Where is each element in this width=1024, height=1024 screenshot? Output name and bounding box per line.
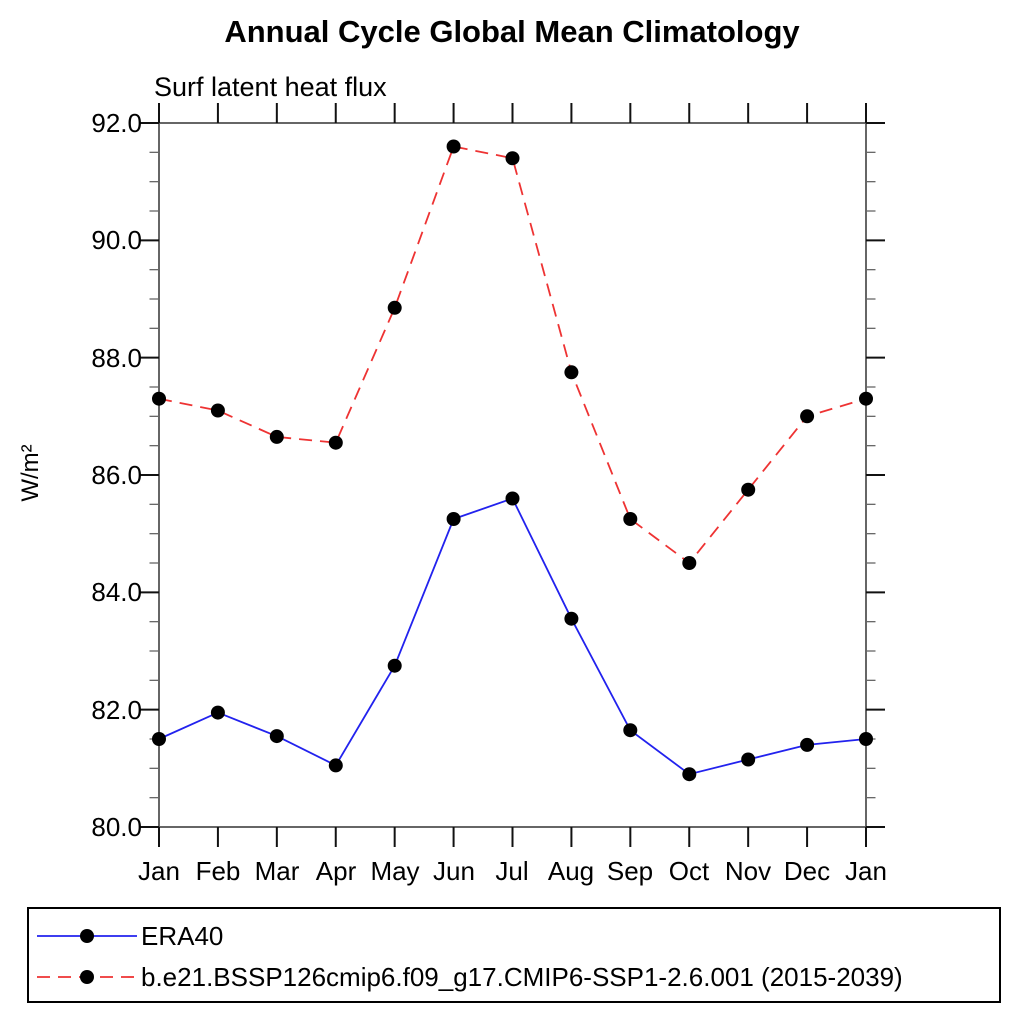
data-point-marker bbox=[859, 391, 873, 406]
data-point-marker bbox=[210, 705, 225, 720]
legend-box bbox=[27, 907, 1001, 1003]
data-point-marker bbox=[800, 409, 815, 424]
x-tick-label: Jul bbox=[495, 856, 528, 886]
data-point-marker bbox=[682, 767, 697, 782]
axis-ticks bbox=[140, 103, 885, 847]
x-tick-label: Dec bbox=[784, 856, 830, 886]
x-tick-label: May bbox=[370, 856, 419, 886]
data-point-marker bbox=[505, 491, 520, 506]
data-point-marker bbox=[800, 737, 815, 752]
y-axis-tick-labels: 92.0 90.0 88.0 86.0 84.0 82.0 80.0 bbox=[91, 108, 142, 842]
data-point-marker bbox=[623, 512, 638, 526]
data-point-marker bbox=[741, 482, 756, 497]
y-tick-label: 92.0 bbox=[91, 108, 142, 138]
x-tick-label: Sep bbox=[607, 856, 653, 886]
x-tick-label: Nov bbox=[725, 856, 771, 886]
y-tick-label: 90.0 bbox=[91, 225, 142, 255]
data-point-marker bbox=[741, 752, 756, 767]
chart-subtitle: Surf latent heat flux bbox=[154, 72, 387, 102]
data-point-marker bbox=[269, 429, 284, 444]
y-tick-label: 84.0 bbox=[91, 577, 142, 607]
legend-label-era40: ERA40 bbox=[141, 921, 223, 951]
legend-marker-dot bbox=[80, 970, 94, 984]
x-axis-tick-labels: Jan Feb Mar Apr May Jun Jul Aug Sep Oct … bbox=[138, 856, 887, 886]
data-point-marker bbox=[328, 758, 343, 773]
data-point-marker bbox=[210, 403, 225, 418]
x-tick-label: Feb bbox=[196, 856, 241, 886]
data-point-marker bbox=[446, 139, 461, 154]
plot-frame-rect bbox=[158, 122, 867, 828]
data-point-marker bbox=[564, 611, 579, 626]
data-point-marker bbox=[623, 723, 638, 738]
data-point-marker bbox=[152, 391, 166, 406]
legend-marker-dot bbox=[80, 929, 94, 943]
x-tick-label: Jan bbox=[138, 856, 180, 886]
legend: ERA40 b.e21.BSSP126cmip6.f09_g17.CMIP6-S… bbox=[27, 907, 1001, 1003]
legend-entry-ssp126: b.e21.BSSP126cmip6.f09_g17.CMIP6-SSP1-2.… bbox=[37, 962, 903, 992]
data-point-marker bbox=[446, 512, 461, 526]
data-point-marker bbox=[387, 658, 402, 673]
data-point-marker bbox=[859, 732, 873, 746]
data-point-marker bbox=[269, 729, 284, 744]
y-tick-label: 80.0 bbox=[91, 812, 142, 842]
series-line-era40 bbox=[158, 497, 867, 776]
x-tick-label: Apr bbox=[316, 856, 357, 886]
series-era40 bbox=[152, 491, 873, 782]
x-tick-label: Mar bbox=[255, 856, 300, 886]
x-tick-label: Aug bbox=[548, 856, 594, 886]
y-tick-label: 86.0 bbox=[91, 460, 142, 490]
data-point-marker bbox=[505, 151, 520, 166]
data-point-marker bbox=[328, 435, 343, 450]
y-tick-label: 88.0 bbox=[91, 343, 142, 373]
x-tick-label: Jun bbox=[433, 856, 475, 886]
page-title: Annual Cycle Global Mean Climatology bbox=[224, 14, 800, 49]
legend-entry-era40: ERA40 bbox=[37, 921, 223, 951]
series-ssp126 bbox=[152, 139, 873, 570]
data-point-marker bbox=[682, 556, 697, 570]
x-tick-label: Jan bbox=[845, 856, 887, 886]
x-tick-label: Oct bbox=[669, 856, 710, 886]
data-point-marker bbox=[152, 732, 166, 746]
data-point-marker bbox=[387, 300, 402, 315]
legend-label-ssp126: b.e21.BSSP126cmip6.f09_g17.CMIP6-SSP1-2.… bbox=[141, 962, 903, 992]
plot-frame bbox=[158, 122, 867, 828]
data-point-marker bbox=[564, 365, 579, 380]
y-tick-label: 82.0 bbox=[91, 695, 142, 725]
y-axis-title: W/m² bbox=[17, 444, 44, 501]
data-series-layer bbox=[152, 139, 873, 782]
